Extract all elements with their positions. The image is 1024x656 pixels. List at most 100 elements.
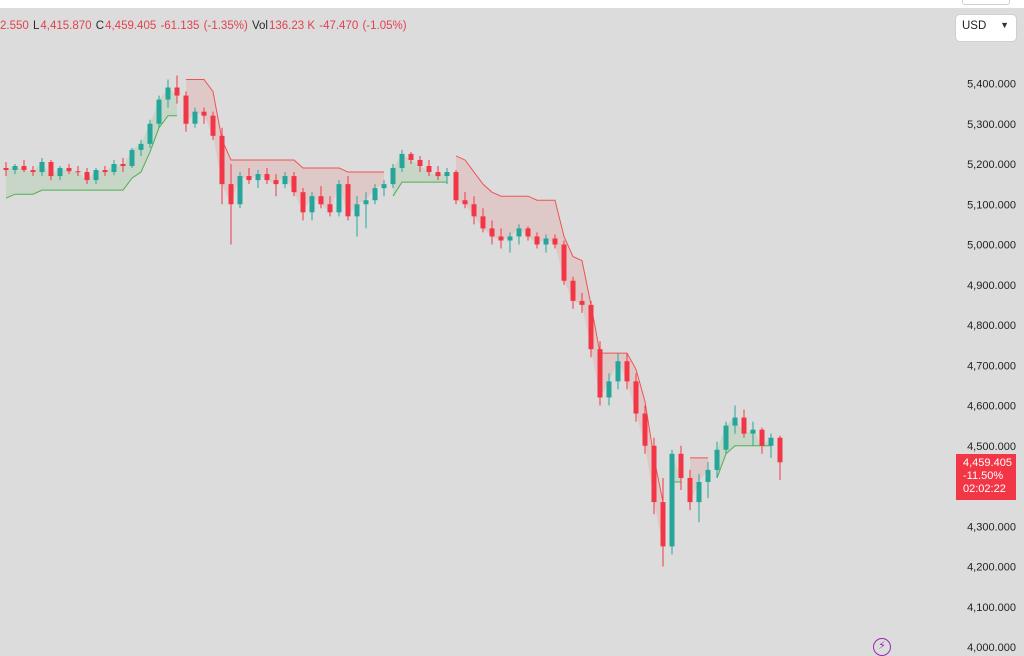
candle-body: [444, 172, 450, 177]
candle-body: [696, 481, 702, 503]
candle: [381, 180, 387, 197]
candle-body: [57, 168, 63, 177]
candle: [588, 300, 594, 358]
candle: [219, 127, 225, 205]
supertrend-up-line: [392, 181, 447, 197]
y-tick-label: 5,000.000: [967, 240, 1016, 252]
candle: [66, 164, 72, 175]
candle-body: [120, 164, 126, 167]
candle-body: [111, 164, 117, 173]
y-tick-label: 4,100.000: [967, 602, 1016, 614]
candle: [147, 119, 153, 148]
candle: [174, 75, 180, 104]
candle-body: [426, 166, 432, 173]
candle-body: [561, 244, 567, 281]
supertrend-up-fill: [393, 153, 447, 197]
ohlc-legend: 2.550 L4,415.870 C4,459.405 -61.135 (-1.…: [0, 20, 408, 32]
candle: [12, 164, 18, 175]
candle: [669, 449, 675, 555]
candle: [192, 107, 198, 128]
candle: [201, 107, 207, 124]
candle-body: [165, 87, 171, 100]
candle: [741, 409, 747, 438]
candle: [660, 477, 666, 567]
candle-body: [183, 95, 189, 124]
y-tick-label: 4,800.000: [967, 320, 1016, 332]
top-tab[interactable]: [962, 0, 1010, 5]
candle: [777, 435, 783, 480]
candle-body: [39, 161, 45, 173]
candle-body: [588, 304, 594, 350]
candle-body: [723, 425, 729, 450]
candle: [129, 147, 135, 169]
candle-body: [75, 171, 81, 173]
candle-body: [552, 238, 558, 245]
candle: [759, 427, 765, 454]
candle-body: [102, 170, 108, 173]
candle-body: [732, 417, 738, 426]
candle: [714, 441, 720, 478]
legend-vol-key: Vol: [251, 20, 268, 32]
y-tick-label: 4,600.000: [967, 401, 1016, 413]
candle-body: [48, 161, 54, 177]
candle: [156, 95, 162, 128]
candle-body: [768, 437, 774, 446]
candle: [552, 234, 558, 249]
candle: [354, 196, 360, 237]
candle: [687, 469, 693, 511]
candle: [678, 445, 684, 491]
candle: [327, 196, 333, 217]
candle-body: [84, 172, 90, 181]
candle: [165, 79, 171, 108]
legend-volume: 136.23 K: [268, 20, 316, 32]
candle-body: [390, 168, 396, 185]
lightning-icon[interactable]: ⚡: [873, 638, 891, 656]
candle-layer: [3, 75, 783, 567]
candle: [633, 373, 639, 422]
currency-select[interactable]: USD ▼: [956, 15, 1016, 41]
candle-body: [597, 349, 603, 398]
candle-body: [3, 168, 9, 171]
candle-body: [543, 238, 549, 245]
candle-body: [408, 153, 414, 160]
candle: [525, 226, 531, 241]
y-tick-label: 4,300.000: [967, 521, 1016, 533]
candle: [372, 184, 378, 205]
candle-body: [660, 502, 666, 547]
candle: [210, 111, 216, 140]
supertrend-down-line: [186, 78, 384, 173]
candle-body: [12, 166, 18, 171]
candle: [336, 180, 342, 217]
candle: [750, 421, 756, 446]
candle-body: [237, 176, 243, 205]
candle: [516, 224, 522, 245]
candle: [300, 188, 306, 221]
candle-body: [363, 200, 369, 205]
candle: [579, 292, 585, 313]
candle: [642, 405, 648, 454]
candle-body: [750, 429, 756, 434]
candle: [498, 228, 504, 249]
candle: [471, 196, 477, 225]
candle-body: [678, 453, 684, 478]
candle: [534, 232, 540, 249]
candle-body: [273, 180, 279, 185]
y-tick-label: 4,500.000: [967, 441, 1016, 453]
candle-body: [264, 174, 270, 181]
supertrend-down-line: [455, 155, 664, 503]
candle: [507, 232, 513, 253]
candle-body: [318, 196, 324, 205]
y-tick-label: 4,700.000: [967, 360, 1016, 372]
candle: [30, 166, 36, 177]
candle: [48, 159, 54, 181]
candle-body: [282, 176, 288, 185]
candle: [489, 220, 495, 245]
candle: [570, 276, 576, 309]
candle: [246, 168, 252, 185]
legend-low-key: L: [32, 20, 40, 32]
candle: [732, 405, 738, 434]
last-price-label: 4,459.405 -11.50% 02:02:22: [956, 454, 1016, 500]
candle: [309, 192, 315, 221]
candle: [417, 155, 423, 173]
